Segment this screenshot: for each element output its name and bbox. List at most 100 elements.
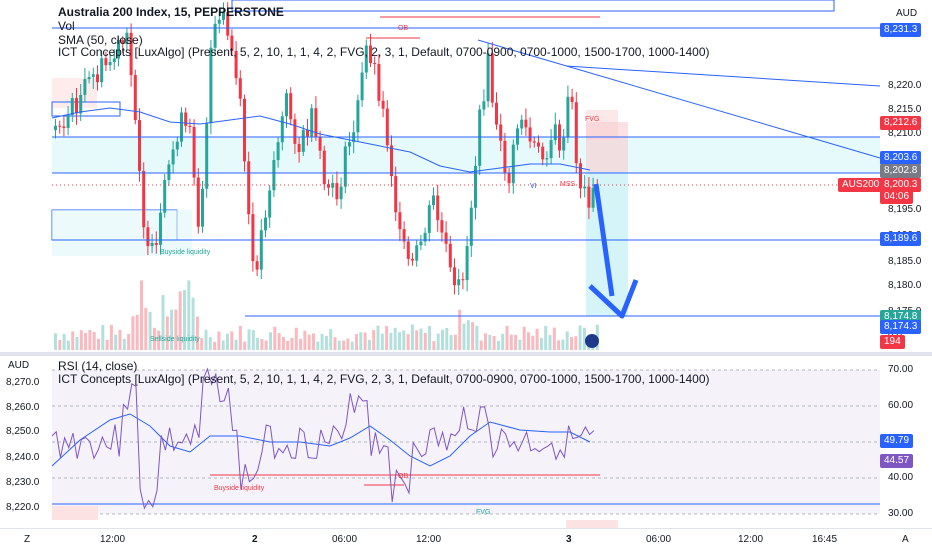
arrow-head [588, 279, 639, 319]
rsi-label[interactable]: RSI (14, close) [58, 359, 138, 373]
volume-bar [389, 333, 393, 350]
candle-body [133, 75, 137, 121]
volume-bar [522, 326, 526, 350]
candle-body [444, 232, 448, 244]
volume-bar [101, 325, 105, 350]
volume-bar [307, 334, 311, 350]
price-tag: 8,174.3 [880, 320, 922, 334]
rsi-axis-label: 60.00 [888, 400, 914, 411]
volume-bar [466, 320, 470, 350]
price-chart[interactable]: OB FVG VI MSS Sellside liquidity Buyside liqu… [0, 0, 932, 352]
volume-bar [204, 329, 208, 350]
candle-body [469, 207, 473, 246]
volume-bar [281, 337, 285, 350]
volume-bar [66, 340, 70, 350]
sma-label[interactable]: SMA (50, close) [58, 33, 143, 47]
rsi-ma-line [51, 413, 591, 467]
candle-body [591, 187, 595, 208]
candle-body [230, 35, 234, 51]
volume-bar [187, 280, 191, 350]
candle-body [457, 279, 461, 286]
rsi-buyside-label: Buyside liquidity [214, 485, 265, 492]
volume-bar [393, 327, 397, 350]
candle-body [146, 227, 150, 247]
candle-body [511, 144, 515, 184]
time-axis-label: 12:00 [100, 534, 126, 545]
volume-bar [226, 333, 229, 350]
volume-bar [62, 334, 66, 350]
candle-body [520, 119, 524, 129]
time-axis[interactable]: Z 12:00 2 06:00 12:00 3 06:00 12:00 16:45 A [0, 528, 932, 550]
volume-bar [518, 339, 522, 350]
candle-body [549, 140, 553, 159]
candle-body [272, 160, 276, 191]
candle-body [100, 58, 104, 83]
volume-bar [359, 332, 363, 350]
pane-separator[interactable] [0, 352, 932, 356]
candle-body [322, 150, 326, 185]
candle-body [490, 53, 494, 103]
volume-bar [221, 340, 225, 350]
candle-body [474, 165, 477, 208]
volume-bar [79, 330, 83, 350]
candle-body [108, 62, 112, 66]
volume-bar [170, 309, 174, 350]
volume-bar [286, 340, 290, 350]
volume-bar [213, 341, 217, 350]
volume-bar [496, 340, 500, 350]
time-axis-label: 06:00 [332, 534, 358, 545]
rsi-ict-label[interactable]: ICT Concepts [LuxAlgo] (Present, 5, 2, 1… [58, 372, 710, 386]
candle-body [280, 116, 284, 143]
candle-body [87, 77, 91, 80]
candle-body [486, 53, 490, 102]
candle-body [360, 72, 364, 101]
fvg-zone [52, 137, 880, 173]
candle-body [373, 63, 377, 64]
candle-body [285, 93, 288, 117]
candle-body [222, 12, 225, 20]
auto-scale-a-button[interactable]: A [902, 534, 909, 545]
candle-body [507, 172, 511, 184]
volume-bar [479, 340, 483, 350]
vol-label[interactable]: Vol [58, 19, 75, 33]
candle-body [327, 184, 330, 188]
price-axis-label: 8,215.0 [888, 104, 922, 115]
symbol-title[interactable]: Australia 200 Index, 15, PEPPERSTONE [58, 5, 284, 19]
price-tag: 8,203.6 [880, 151, 922, 165]
volume-bar [570, 337, 573, 350]
trend-lines [51, 0, 881, 317]
ict-label[interactable]: ICT Concepts [LuxAlgo] (Present, 5, 2, 1… [58, 45, 710, 59]
volume-bar [127, 334, 131, 350]
candle-body [440, 220, 444, 233]
candle-body [419, 241, 423, 246]
volume-bar [234, 339, 238, 350]
volume-bar [531, 335, 535, 350]
volume-bar [565, 331, 569, 350]
candle-body [234, 50, 238, 79]
price-tag: 8,212.6 [880, 116, 922, 130]
rsi-fvg-label: FVG [476, 509, 490, 516]
price-axis-label: 8,185.0 [888, 256, 922, 267]
candle-body [163, 179, 167, 213]
rsi-chart[interactable]: OB Buyside liquidity FVG [0, 356, 932, 528]
candle-body [251, 214, 255, 262]
volume-bar [376, 325, 380, 350]
candle-body [117, 40, 120, 59]
candle-body [436, 195, 440, 221]
rsi-fvg-box [566, 520, 618, 528]
volume-bar [578, 325, 582, 350]
candle-body [217, 19, 221, 24]
volume-bar [165, 316, 169, 350]
volume-bar [372, 330, 376, 350]
volume-bar [415, 330, 419, 350]
volume-bar [97, 338, 100, 350]
volume-bar [157, 330, 161, 350]
volume-bar [432, 341, 436, 350]
auto-scale-z-button[interactable]: Z [24, 534, 31, 545]
ob-label: OB [398, 25, 408, 32]
price-axis-label: 8,180.0 [888, 280, 922, 291]
volume-bar [251, 330, 255, 350]
candle-body [381, 100, 385, 109]
volume-bar [488, 334, 492, 350]
volume-bar [269, 332, 272, 350]
